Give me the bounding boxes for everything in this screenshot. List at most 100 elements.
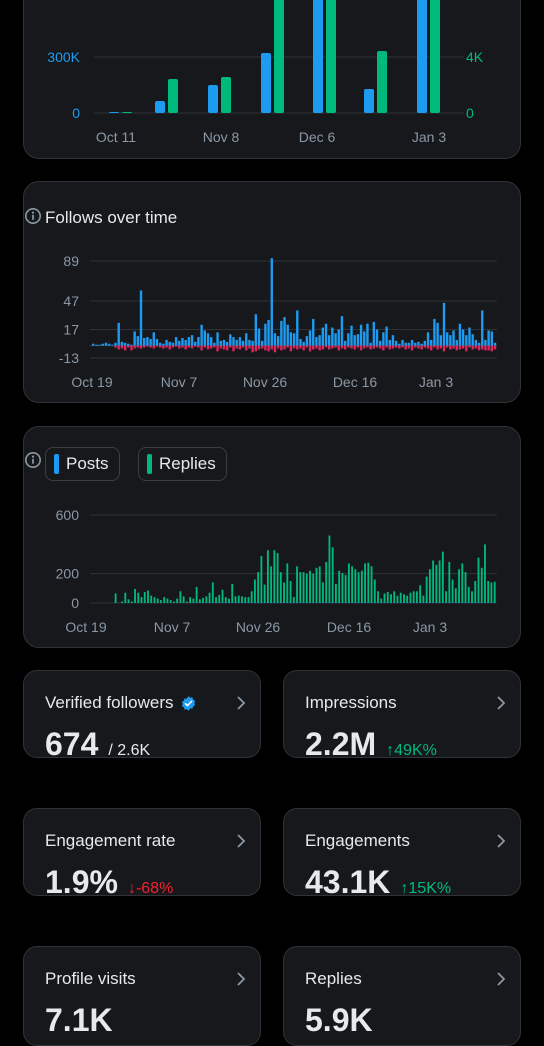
- unfollows-bar: [191, 346, 193, 349]
- replies-bar: [319, 566, 321, 603]
- replies-bar: [306, 574, 308, 603]
- unfollows-bar: [277, 346, 279, 349]
- top-bar-blue: [155, 101, 165, 113]
- replies-bar: [397, 596, 399, 603]
- unfollows-bar: [456, 346, 458, 351]
- unfollows-bar: [290, 346, 292, 352]
- replies-bar: [390, 594, 392, 603]
- follows-bar: [197, 337, 199, 346]
- posts-bar: [491, 602, 493, 603]
- replies-bar: [410, 593, 412, 603]
- follows-bar: [322, 328, 324, 346]
- replies-bar: [167, 599, 169, 603]
- follows-bar: [440, 335, 442, 345]
- follows-bar: [452, 330, 454, 345]
- posts-x-tick: Nov 7: [154, 619, 191, 635]
- follows-bar: [258, 329, 260, 346]
- unfollows-bar: [114, 346, 116, 348]
- top-bar-green: [221, 77, 231, 113]
- top-right-tick: 4K: [466, 49, 484, 65]
- unfollows-bar: [258, 346, 260, 350]
- unfollows-bar: [315, 346, 317, 349]
- follows-bar: [306, 336, 308, 346]
- replies-bar: [251, 591, 253, 603]
- impressions-card[interactable]: Impressions 2.2M↑49K%: [283, 670, 521, 758]
- unfollows-bar: [124, 346, 126, 351]
- unfollows-bar: [376, 346, 378, 348]
- follows-bar: [427, 332, 429, 345]
- follows-bar: [118, 323, 120, 346]
- follows-bar: [108, 344, 110, 346]
- unfollows-bar: [229, 346, 231, 348]
- top-bar-green: [168, 79, 178, 113]
- follows-bar: [366, 324, 368, 346]
- top-x-tick: Dec 6: [299, 129, 336, 145]
- engagements-card[interactable]: Engagements 43.1K↑15K%: [283, 808, 521, 896]
- profile-visits-card[interactable]: Profile visits 7.1K: [23, 946, 261, 1046]
- follows-bar: [239, 337, 241, 346]
- unfollows-bar: [373, 346, 375, 349]
- unfollows-bar: [159, 346, 161, 348]
- engagement-rate-card[interactable]: Engagement rate 1.9%↓-68%: [23, 808, 261, 896]
- replies-bar: [491, 582, 493, 603]
- replies-bar: [384, 593, 386, 603]
- follows-x-tick: Nov 7: [161, 374, 198, 390]
- top-bar-blue: [313, 0, 323, 113]
- posts-bar: [299, 602, 301, 603]
- unfollows-bar: [382, 346, 384, 351]
- follows-x-tick: Jan 3: [419, 374, 453, 390]
- follows-bar: [159, 343, 161, 346]
- replies-bar: [403, 594, 405, 603]
- follows-bar: [325, 324, 327, 346]
- follows-bar: [213, 343, 215, 346]
- top-x-tick: Oct 11: [96, 129, 136, 145]
- replies-bar: [316, 568, 318, 603]
- posts-y-tick: 0: [71, 595, 79, 611]
- unfollows-bar: [245, 346, 247, 351]
- follows-bar: [420, 344, 422, 346]
- posts-bar: [319, 602, 321, 603]
- top-bar-green: [274, 0, 284, 113]
- unfollows-bar: [417, 346, 419, 349]
- follows-bar: [290, 332, 292, 345]
- unfollows-bar: [127, 346, 129, 348]
- unfollows-bar: [261, 346, 263, 349]
- follows-bar: [153, 332, 155, 345]
- unfollows-bar: [389, 346, 391, 350]
- unfollows-bar: [427, 346, 429, 349]
- replies-bar: [426, 577, 428, 603]
- replies-bar: [290, 581, 292, 603]
- follows-bar: [210, 337, 212, 346]
- follows-bar: [471, 334, 473, 345]
- chevron-right-icon: [496, 695, 506, 711]
- follows-bar: [357, 334, 359, 345]
- follows-bar: [338, 329, 340, 345]
- engagement-rate-value: 1.9%: [45, 864, 118, 896]
- posts-bar: [435, 602, 437, 603]
- replies-bar: [225, 597, 227, 603]
- replies-bar: [299, 572, 301, 603]
- replies-card[interactable]: Replies 5.9K: [283, 946, 521, 1046]
- follows-bar: [207, 333, 209, 345]
- unfollows-bar: [251, 346, 253, 353]
- replies-bar: [445, 591, 447, 603]
- follows-y-tick: -13: [59, 350, 79, 366]
- unfollows-bar: [408, 346, 410, 349]
- unfollows-bar: [338, 346, 340, 351]
- replies-bar: [341, 573, 343, 603]
- replies-bar: [432, 560, 434, 603]
- follows-bar: [347, 333, 349, 345]
- follows-bar: [462, 329, 464, 345]
- verified-followers-card[interactable]: Verified followers 674/ 2.6K: [23, 670, 261, 758]
- follows-bar: [456, 340, 458, 346]
- replies-bar: [244, 597, 246, 603]
- follows-bar: [296, 310, 298, 345]
- unfollows-bar: [354, 346, 356, 350]
- unfollows-bar: [178, 346, 180, 349]
- unfollows-bar: [210, 346, 212, 349]
- follows-bar: [468, 328, 470, 346]
- impressions-value-row: 2.2M↑49K%: [305, 728, 437, 758]
- unfollows-bar: [430, 346, 432, 351]
- unfollows-bar: [146, 346, 148, 347]
